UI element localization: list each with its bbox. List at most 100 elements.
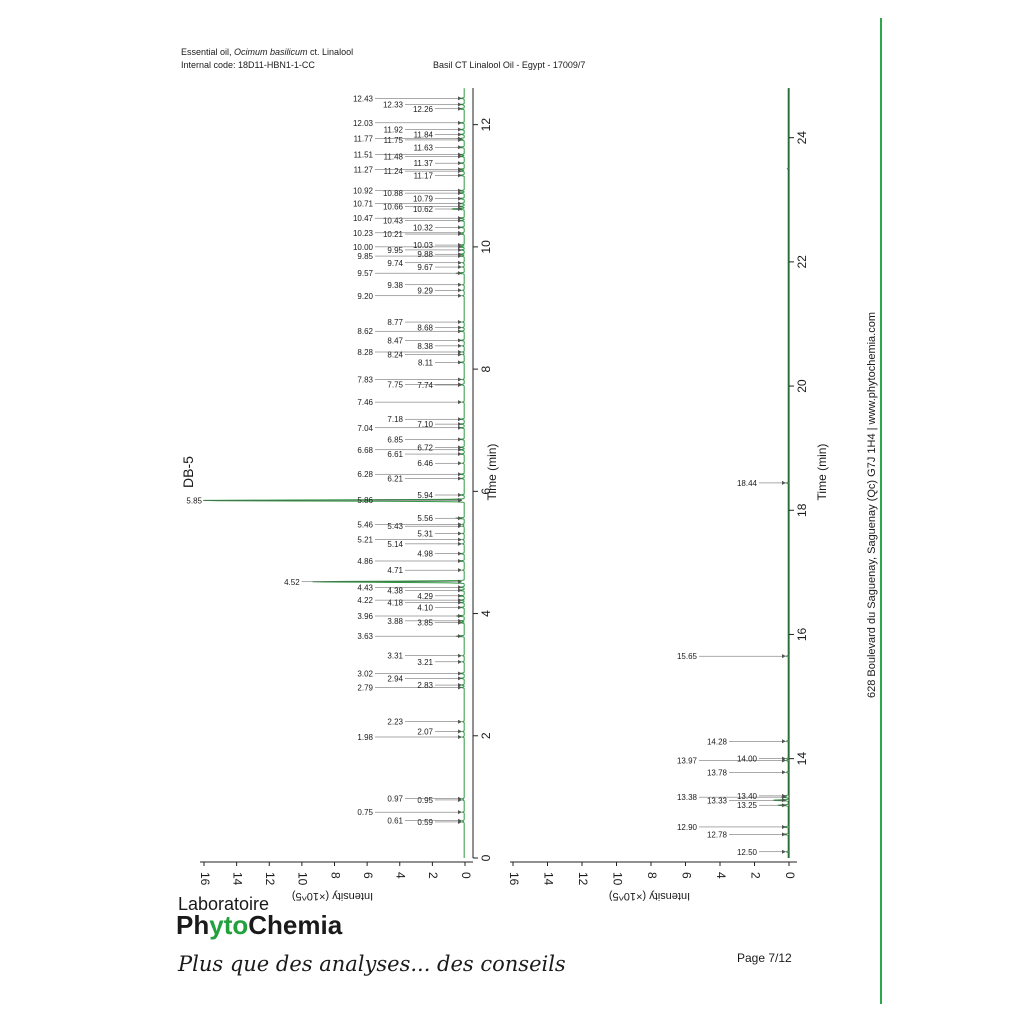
header-line1: Essential oil, Ocimum basilicum ct. Lina… <box>181 46 353 58</box>
peak-label: 6.28 <box>357 470 373 479</box>
peak-pointer-arrowhead <box>458 735 462 739</box>
time-tick-label: 10 <box>479 240 493 254</box>
peak-label: 10.71 <box>353 200 374 209</box>
peak-pointer-arrowhead <box>458 282 462 287</box>
peak-pointer-arrowhead <box>782 654 786 659</box>
peak-pointer-arrowhead <box>782 770 786 775</box>
intensity-axis-title: Intensity (×10^5) <box>292 890 373 902</box>
peak-pointer-arrowhead <box>458 132 462 137</box>
peak-pointer-arrowhead <box>458 106 462 111</box>
peak-label: 6.21 <box>387 475 403 484</box>
time-tick-label: 12 <box>479 118 493 132</box>
peak-pointer-arrowhead <box>458 216 462 221</box>
peak-pointer-arrowhead <box>458 188 462 193</box>
peak-label: 8.62 <box>357 327 373 336</box>
peak-label: 4.18 <box>387 599 403 608</box>
peak-pointer-arrowhead <box>458 588 462 593</box>
peak-label: 10.47 <box>353 214 374 223</box>
peak-label: 12.03 <box>353 119 374 128</box>
peak-label: 4.29 <box>417 592 433 601</box>
peak-label: 0.97 <box>387 795 403 804</box>
peak-label: 4.22 <box>357 596 373 605</box>
peak-pointer-arrowhead <box>458 437 462 442</box>
peak-pointer-arrowhead <box>458 537 462 542</box>
peak-label: 5.85 <box>186 497 202 506</box>
peak-label: 12.43 <box>353 94 374 103</box>
peak-label: 12.50 <box>737 848 758 857</box>
peak-label: 8.68 <box>417 324 433 333</box>
peak-label: 3.31 <box>387 652 403 661</box>
peak-label: 6.61 <box>387 450 403 459</box>
peak-label: 4.43 <box>357 583 373 592</box>
peak-label: 5.46 <box>357 520 373 529</box>
peak-label: 7.83 <box>357 376 373 385</box>
peak-pointer-arrowhead <box>458 653 462 658</box>
peak-label: 8.38 <box>417 342 433 351</box>
peak-pointer-arrowhead <box>782 739 786 744</box>
chromatogram-trace <box>773 88 789 858</box>
time-axis-title: Time (min) <box>815 444 829 501</box>
time-tick-label: 24 <box>795 131 809 145</box>
peak-pointer-arrowhead <box>458 265 462 270</box>
peak-pointer-arrowhead <box>458 729 462 734</box>
peak-pointer-arrowhead <box>458 225 462 230</box>
peak-label: 2.23 <box>387 718 403 727</box>
peak-pointer-arrowhead <box>458 167 462 172</box>
peak-pointer-arrowhead <box>458 559 462 563</box>
peak-pointer-arrowhead <box>458 338 462 343</box>
peak-label: 9.85 <box>357 252 373 261</box>
peak-pointer-arrowhead <box>458 598 462 603</box>
peak-pointer-arrowhead <box>458 271 462 276</box>
peak-pointer-arrowhead <box>458 476 462 481</box>
peak-pointer-arrowhead <box>458 452 462 457</box>
peak-pointer-arrowhead <box>458 605 462 610</box>
peak-pointer-arrowhead <box>458 230 462 235</box>
peak-pointer-arrowhead <box>458 161 462 166</box>
peak-pointer-arrowhead <box>458 145 462 150</box>
peak-pointer-arrowhead <box>458 719 462 724</box>
time-tick-label: 18 <box>795 503 809 517</box>
time-tick-label: 8 <box>479 365 493 372</box>
intensity-tick-label: 0 <box>783 872 797 879</box>
peak-label: 10.88 <box>383 189 404 198</box>
intensity-tick-label: 8 <box>328 872 342 879</box>
peak-label: 10.32 <box>413 223 434 232</box>
time-tick-label: 2 <box>479 732 493 739</box>
header-sample-name: Basil CT Linalool Oil - Egypt - 17009/7 <box>433 60 586 70</box>
peak-label: 10.62 <box>413 205 434 214</box>
peak-label: 2.94 <box>387 674 403 683</box>
peak-pointer-arrowhead <box>458 551 462 556</box>
peak-pointer-arrowhead <box>782 798 786 803</box>
peak-pointer-arrowhead <box>458 796 462 801</box>
peak-label: 9.57 <box>357 269 373 278</box>
peak-pointer-arrowhead <box>458 422 462 427</box>
peak-label: 9.29 <box>417 286 433 295</box>
peak-label: 4.10 <box>417 603 433 612</box>
peak-label: 1.98 <box>357 733 373 742</box>
peak-pointer-arrowhead <box>458 676 462 681</box>
peak-label: 0.95 <box>417 796 433 805</box>
peak-pointer-arrowhead <box>458 614 462 618</box>
footer-green-rule <box>880 18 882 1004</box>
peak-label: 10.00 <box>353 243 374 252</box>
peak-pointer-arrowhead <box>458 531 462 536</box>
intensity-tick-label: 10 <box>610 872 624 886</box>
slogan: Plus que des analyses... des conseils <box>178 952 566 976</box>
peak-label: 10.92 <box>353 187 374 196</box>
time-tick-label: 0 <box>479 854 493 861</box>
intensity-tick-label: 16 <box>507 872 521 886</box>
peak-label: 3.21 <box>417 658 433 667</box>
logo-phytochemia: PhytoChemia <box>176 910 342 941</box>
peak-label: 8.24 <box>387 350 403 359</box>
peak-pointer-arrowhead <box>782 803 786 808</box>
intensity-tick-label: 14 <box>541 872 555 886</box>
header-internal-code: Internal code: 18D11-HBN1-1-CC <box>181 60 315 70</box>
peak-label: 6.68 <box>357 446 373 455</box>
intensity-tick-label: 16 <box>198 872 212 886</box>
peak-pointer-arrowhead <box>458 243 462 248</box>
peak-pointer-arrowhead <box>458 618 462 623</box>
intensity-tick-label: 2 <box>748 872 762 879</box>
peak-label: 4.86 <box>357 557 373 566</box>
peak-pointer-arrowhead <box>458 568 462 573</box>
peak-label: 12.33 <box>383 101 404 110</box>
